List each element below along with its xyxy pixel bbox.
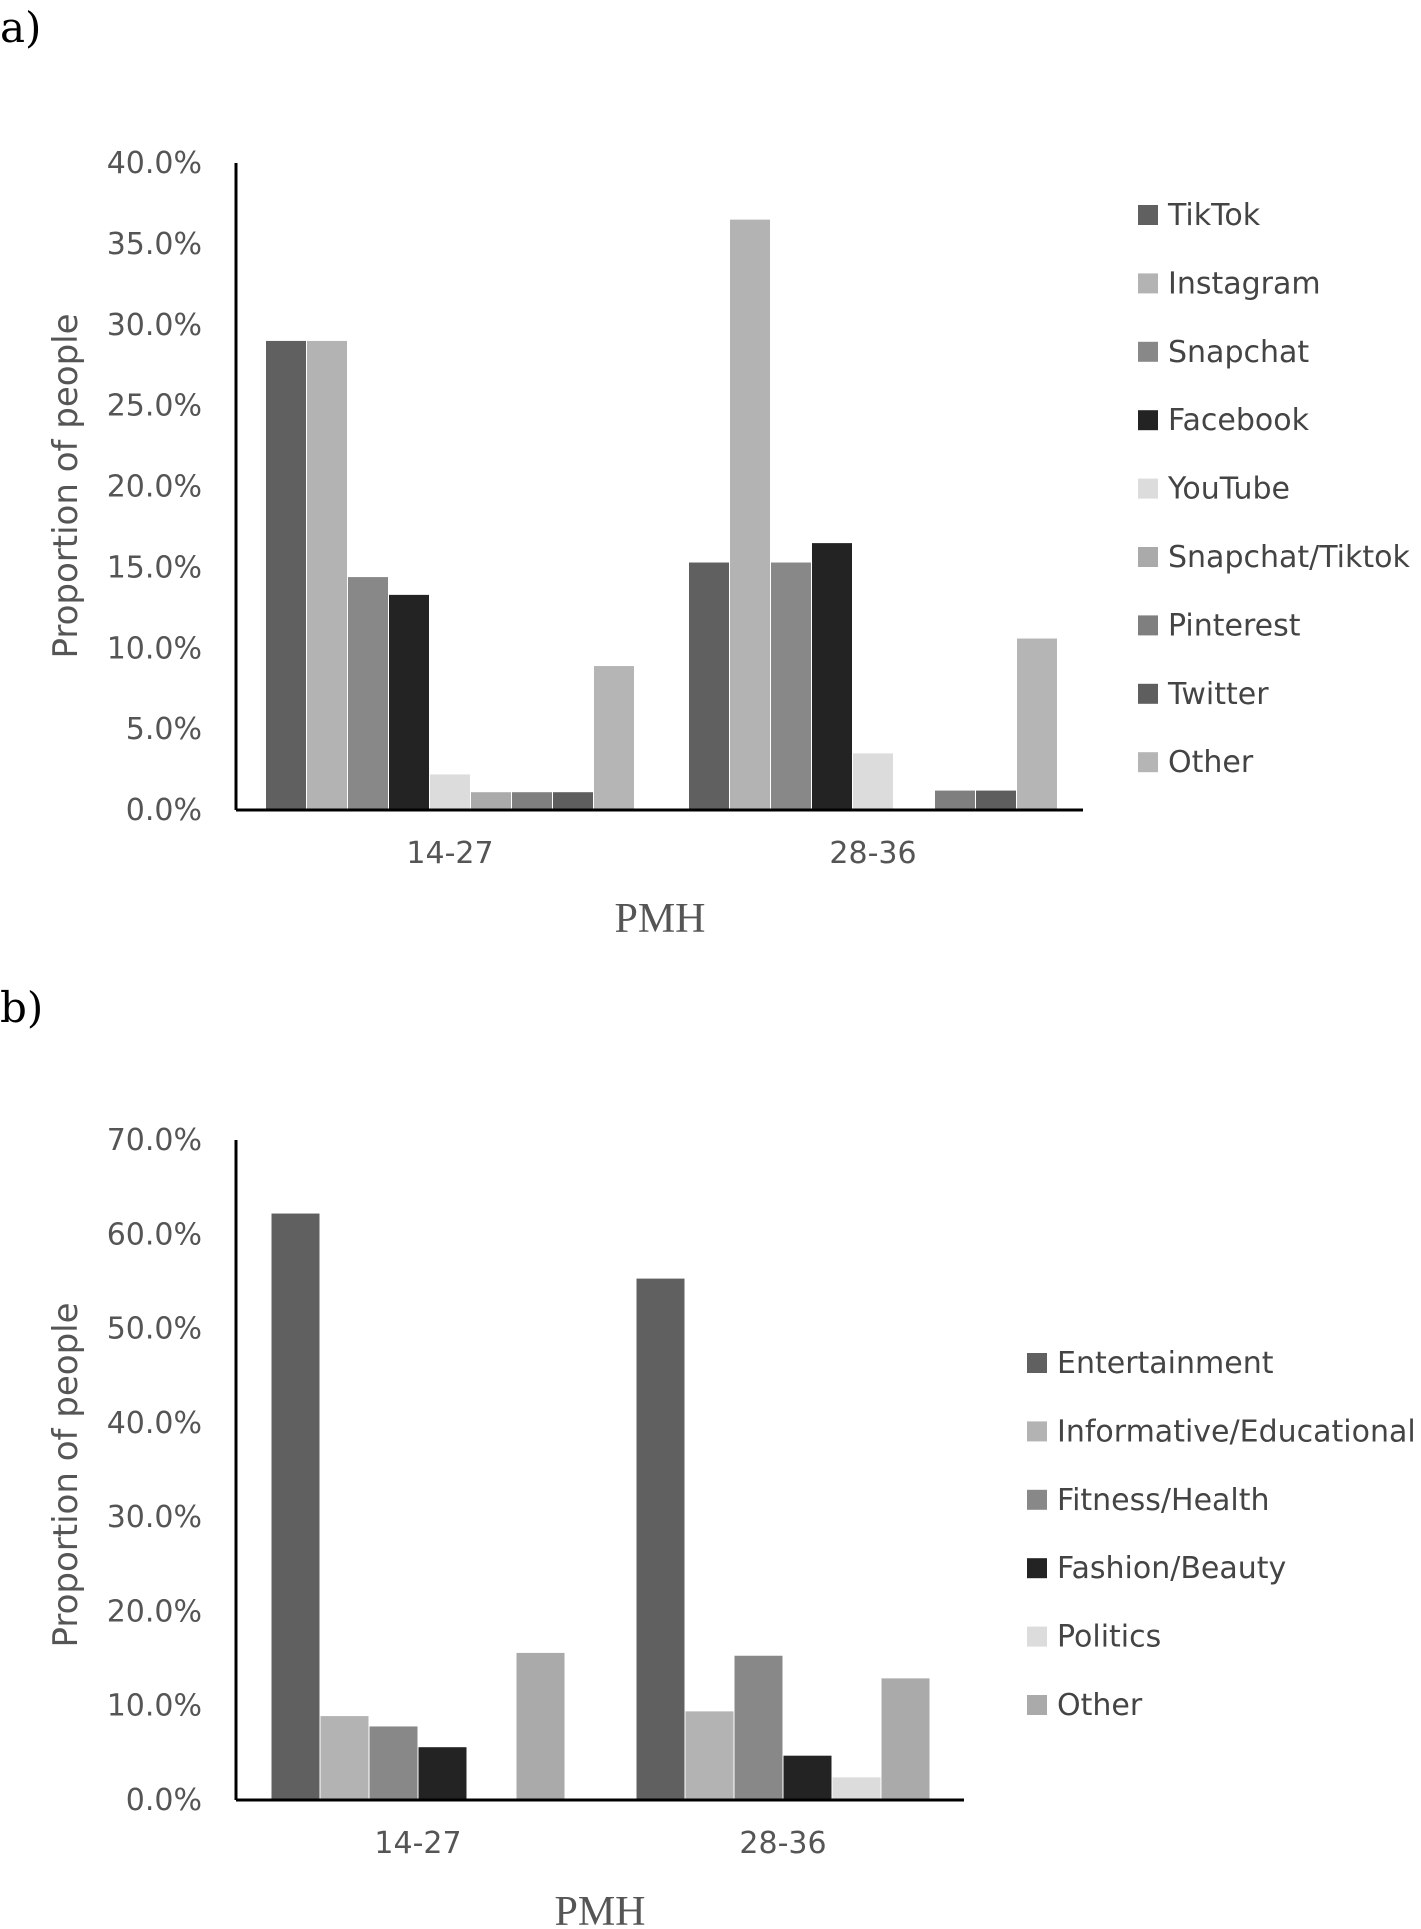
bar-other-28-36 (1017, 638, 1057, 810)
legend-swatch (1138, 547, 1158, 567)
bar-fashion-beauty-14-27 (418, 1747, 467, 1800)
legend-swatch (1027, 1695, 1047, 1715)
y-tick-label: 50.0% (107, 1312, 202, 1347)
legend-label: Other (1057, 1688, 1143, 1723)
bar-tiktok-14-27 (266, 340, 306, 810)
y-tick-label: 20.0% (107, 1594, 202, 1629)
y-tick-label: 0.0% (126, 1783, 202, 1818)
panel-b-label: b) (0, 983, 43, 1032)
bar-pinterest-14-27 (512, 792, 552, 810)
x-tick-label: 28-36 (739, 1826, 826, 1861)
y-tick-label: 30.0% (107, 308, 202, 343)
legend-label: Informative/Educational (1057, 1414, 1416, 1449)
bar-informative-educational-14-27 (320, 1716, 369, 1800)
legend-label: Facebook (1168, 403, 1310, 438)
bar-fitness-health-28-36 (734, 1655, 783, 1800)
bar-other-14-27 (594, 666, 634, 810)
y-tick-label: 5.0% (126, 712, 202, 747)
legend-swatch (1138, 683, 1158, 704)
y-tick-label: 40.0% (107, 1406, 202, 1441)
panel-a-label: a) (0, 3, 41, 52)
legend-label: Fashion/Beauty (1057, 1551, 1286, 1586)
bar-facebook-28-36 (812, 543, 852, 810)
legend-swatch (1138, 273, 1158, 294)
y-tick-label: 40.0% (107, 146, 202, 181)
x-tick-label: 14-27 (406, 836, 493, 871)
legend-label: Instagram (1168, 266, 1321, 301)
y-tick-label: 70.0% (107, 1123, 202, 1158)
bar-youtube-14-27 (430, 774, 470, 810)
bar-snapchat-28-36 (771, 562, 811, 810)
legend-swatch (1027, 1489, 1047, 1510)
bar-other-14-27 (516, 1652, 565, 1800)
y-tick-label: 35.0% (107, 227, 202, 262)
legend-swatch (1027, 1626, 1047, 1647)
legend-swatch (1027, 1558, 1047, 1579)
legend-label: Snapchat (1168, 335, 1309, 370)
y-tick-label: 60.0% (107, 1217, 202, 1252)
y-tick-label: 10.0% (107, 631, 202, 666)
legend-label: YouTube (1167, 472, 1290, 507)
y-tick-label: 25.0% (107, 389, 202, 424)
bar-entertainment-28-36 (636, 1278, 685, 1800)
legend-label: Politics (1057, 1620, 1161, 1655)
legend-label: Pinterest (1168, 608, 1301, 643)
legend-swatch (1138, 410, 1158, 431)
bar-youtube-28-36 (853, 753, 893, 810)
legend-swatch (1138, 478, 1158, 499)
bar-facebook-14-27 (389, 594, 429, 810)
legend-swatch (1138, 752, 1158, 773)
x-tick-label: 28-36 (829, 836, 916, 871)
y-tick-label: 10.0% (107, 1689, 202, 1724)
legend-label: Snapchat/Tiktok (1168, 540, 1410, 575)
legend-swatch (1138, 205, 1158, 225)
y-tick-label: 30.0% (107, 1500, 202, 1535)
x-tick-label: 14-27 (374, 1826, 461, 1861)
y-axis-title: Proportion of people (46, 313, 86, 658)
bar-fitness-health-14-27 (369, 1726, 418, 1800)
y-tick-label: 0.0% (126, 793, 202, 828)
legend-swatch (1027, 1353, 1047, 1373)
legend-swatch (1138, 615, 1158, 636)
bar-instagram-14-27 (307, 340, 347, 810)
legend-label: Other (1168, 745, 1254, 780)
legend-swatch (1027, 1421, 1047, 1442)
bar-tiktok-28-36 (689, 562, 729, 810)
chart-b: 0.0% 10.0% 20.0% 30.0% 40.0% 50.0% 60.0% 70.0% 1… (46, 1123, 1416, 1929)
x-axis-title: PMH (614, 896, 705, 942)
y-tick-label: 15.0% (107, 550, 202, 585)
legend-label: Entertainment (1057, 1346, 1274, 1381)
legend-label: Twitter (1167, 677, 1269, 712)
bar-fashion-beauty-28-36 (783, 1755, 832, 1800)
bar-politics-28-36 (832, 1777, 881, 1800)
legend-label: Fitness/Health (1057, 1483, 1270, 1518)
legend-label: TikTok (1167, 198, 1261, 233)
bar-informative-educational-28-36 (685, 1711, 734, 1800)
bar-snapchat-tiktok-14-27 (471, 792, 511, 810)
bar-snapchat-14-27 (348, 577, 388, 810)
y-tick-label: 20.0% (107, 470, 202, 505)
bar-instagram-28-36 (730, 219, 770, 811)
x-axis-title: PMH (554, 1889, 645, 1929)
bar-twitter-14-27 (553, 792, 593, 810)
y-axis-title: Proportion of people (46, 1302, 86, 1647)
bar-twitter-28-36 (976, 790, 1016, 810)
bar-entertainment-14-27 (271, 1213, 320, 1800)
bar-other-28-36 (881, 1678, 930, 1800)
chart-a: 0.0% 5.0% 10.0% 15.0% 20.0% 25.0% 30.0% 35.0% 40… (46, 146, 1410, 942)
legend-swatch (1138, 341, 1158, 362)
bar-pinterest-28-36 (935, 790, 975, 810)
